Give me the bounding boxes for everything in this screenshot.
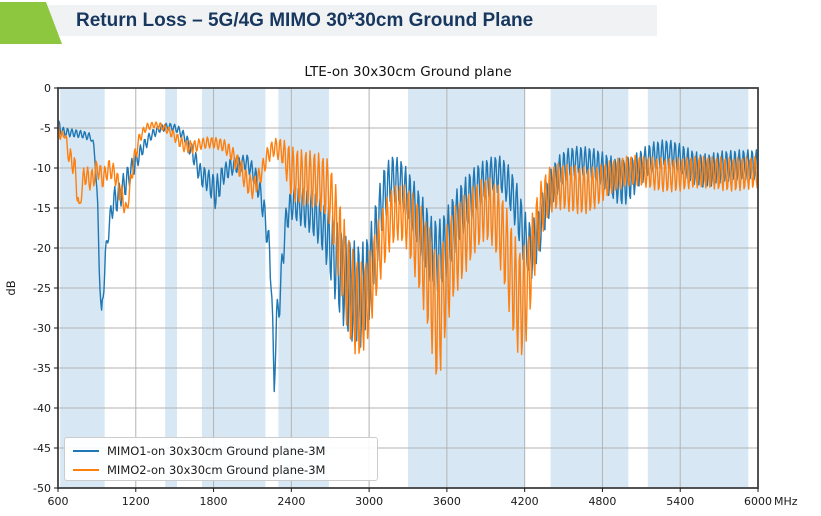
legend-item: MIMO2-on 30x30cm Ground plane-3M [73, 460, 369, 479]
svg-text:6000: 6000 [744, 495, 772, 508]
header-banner [0, 5, 657, 36]
svg-text:0: 0 [44, 82, 51, 95]
svg-text:-35: -35 [33, 362, 51, 375]
svg-text:3600: 3600 [433, 495, 461, 508]
svg-text:-25: -25 [33, 282, 51, 295]
x-unit-label: MHz [774, 495, 798, 508]
svg-text:5400: 5400 [666, 495, 694, 508]
legend-item: MIMO1-on 30x30cm Ground plane-3M [73, 441, 369, 460]
svg-text:4800: 4800 [588, 495, 616, 508]
svg-text:-40: -40 [33, 402, 51, 415]
svg-text:-20: -20 [33, 242, 51, 255]
series-line [57, 119, 759, 375]
svg-text:-45: -45 [33, 442, 51, 455]
svg-text:1800: 1800 [200, 495, 228, 508]
chart-title: LTE-on 30x30cm Ground plane [304, 64, 512, 80]
svg-text:4200: 4200 [511, 495, 539, 508]
svg-text:600: 600 [48, 495, 69, 508]
svg-text:-15: -15 [33, 202, 51, 215]
svg-text:1200: 1200 [122, 495, 150, 508]
axis-labels: 600 1200 1800 2400 3000 3600 4200 4800 5400 6000 M… [4, 82, 798, 508]
svg-text:-50: -50 [33, 482, 51, 495]
svg-text:2400: 2400 [277, 495, 305, 508]
y-axis-label: dB [4, 280, 18, 295]
svg-text:-10: -10 [33, 162, 51, 175]
legend-label: MIMO2-on 30x30cm Ground plane-3M [107, 462, 326, 477]
chart-legend: MIMO1-on 30x30cm Ground plane-3M MIMO2-o… [64, 437, 378, 481]
svg-text:3000: 3000 [355, 495, 383, 508]
header-accent-shape [0, 2, 62, 44]
page-title: Return Loss – 5G/4G MIMO 30*30cm Ground … [76, 10, 534, 31]
legend-label: MIMO1-on 30x30cm Ground plane-3M [107, 443, 326, 458]
svg-text:-5: -5 [40, 122, 51, 135]
accent-polygon-icon [0, 2, 62, 44]
mimo2-line-swatch-icon [73, 468, 99, 471]
mimo1-line-swatch-icon [73, 449, 99, 452]
series-lines [57, 119, 759, 393]
svg-text:-30: -30 [33, 322, 51, 335]
